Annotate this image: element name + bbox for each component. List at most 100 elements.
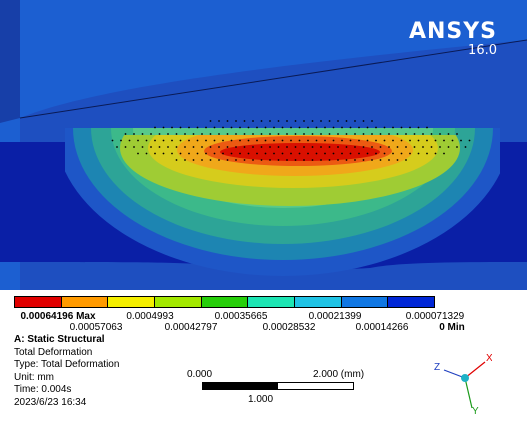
mesh-node (468, 139, 471, 142)
mesh-node (277, 159, 280, 161)
mesh-node (184, 146, 186, 148)
mesh-node (277, 120, 280, 122)
mesh-node (222, 139, 224, 142)
mesh-node (201, 146, 203, 148)
mesh-node (269, 120, 271, 122)
mesh-node (294, 133, 297, 135)
mesh-node (145, 152, 148, 155)
coordinate-triad[interactable]: X Z Y (432, 348, 492, 416)
mesh-node (154, 126, 156, 129)
mesh-node (366, 139, 369, 142)
x-axis-line (464, 361, 486, 379)
mesh-node (252, 159, 254, 161)
mesh-node (349, 152, 352, 155)
mesh-node (405, 133, 407, 135)
mesh-node (388, 146, 390, 148)
mesh-node (405, 146, 407, 148)
mesh-node (341, 139, 343, 142)
mesh-node (226, 120, 229, 122)
mesh-node (315, 152, 318, 155)
mesh-node (239, 126, 241, 129)
ansys-logo: ANSYS 16.0 (409, 20, 497, 58)
mesh-node (345, 120, 348, 122)
scale-bar (202, 382, 354, 390)
mesh-node (358, 152, 360, 155)
mesh-node (396, 146, 399, 148)
mesh-node (209, 120, 212, 122)
legend-swatch-3 (108, 297, 156, 307)
mesh-node (345, 133, 348, 135)
mesh-node (235, 120, 237, 122)
mesh-node (243, 120, 246, 122)
mesh-node (443, 139, 445, 142)
mesh-node (362, 133, 365, 135)
mesh-node (239, 152, 241, 155)
mesh-node (426, 152, 428, 155)
mesh-node (294, 120, 297, 122)
mesh-node (375, 126, 377, 129)
mesh-node (332, 152, 335, 155)
legend-top-label-5: 0.000071329 (405, 311, 465, 322)
mesh-node (392, 126, 394, 129)
result-unit: Unit: mm (14, 371, 54, 383)
mesh-node (150, 146, 152, 148)
mesh-node (430, 133, 433, 135)
mesh-node (324, 126, 326, 129)
mesh-node (277, 133, 280, 135)
mesh-node (175, 159, 178, 161)
mesh-node (371, 159, 373, 161)
model-edge-line (19, 39, 527, 119)
mesh-node (464, 146, 467, 148)
mesh-node (456, 133, 458, 135)
mesh-node (247, 126, 250, 129)
mesh-node (201, 159, 203, 161)
mesh-node (409, 139, 411, 142)
mesh-node (162, 152, 165, 155)
mesh-node (184, 159, 186, 161)
mesh-node (213, 152, 216, 155)
legend-bottom-label-1: 0.00057063 (69, 322, 123, 333)
mesh-node (400, 152, 403, 155)
mesh-node (179, 139, 182, 142)
mesh-node (154, 139, 156, 142)
mesh-node (345, 159, 348, 161)
mesh-node (286, 133, 288, 135)
legend-swatch-6 (248, 297, 296, 307)
brand-version: 16.0 (468, 43, 497, 58)
mesh-node (405, 159, 407, 161)
mesh-node (201, 133, 203, 135)
mesh-node (298, 152, 301, 155)
mesh-node (383, 126, 386, 129)
mesh-node (269, 146, 271, 148)
mesh-node (222, 126, 224, 129)
mesh-node (175, 133, 178, 135)
model-viewport[interactable] (0, 0, 527, 290)
mesh-node (171, 152, 173, 155)
mesh-node (379, 146, 382, 148)
mesh-node (307, 126, 309, 129)
result-date: 2023/6/23 16:34 (14, 396, 87, 408)
mesh-node (383, 152, 386, 155)
scale-mid-label: 1.000 (248, 394, 274, 405)
mesh-node (281, 126, 284, 129)
contour-band-max (220, 143, 380, 161)
mesh-node (133, 133, 135, 135)
mesh-node (354, 133, 356, 135)
mesh-node (358, 139, 360, 142)
mesh-node (209, 146, 212, 148)
mesh-node (252, 146, 254, 148)
mesh-node (171, 126, 173, 129)
mesh-node (439, 146, 441, 148)
mesh-node (243, 159, 246, 161)
mesh-node (171, 139, 173, 142)
mesh-node (286, 146, 288, 148)
mesh-node (366, 152, 369, 155)
mesh-node (460, 139, 462, 142)
mesh-node (158, 146, 161, 148)
mesh-node (337, 159, 339, 161)
mesh-node (417, 139, 420, 142)
mesh-node (213, 126, 216, 129)
mesh-node (303, 133, 305, 135)
mesh-node (260, 159, 263, 161)
mesh-node (337, 146, 339, 148)
